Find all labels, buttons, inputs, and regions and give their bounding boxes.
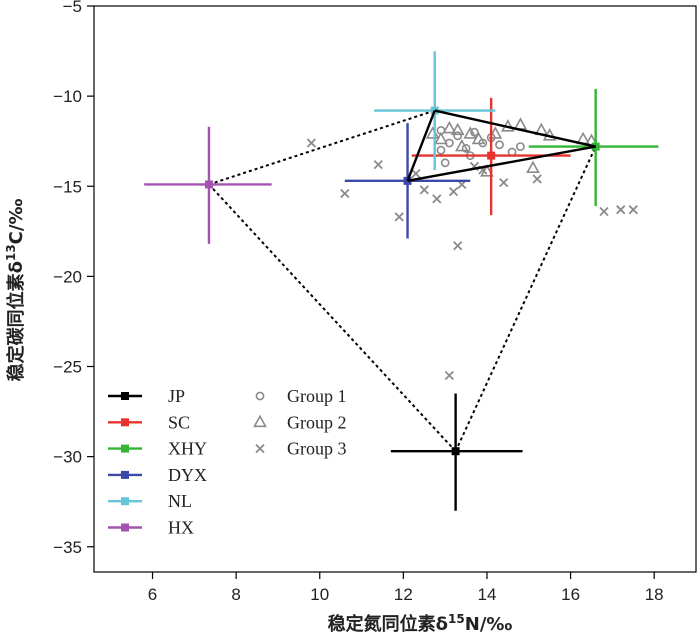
consumer-point [461, 144, 471, 153]
cross-stroke [599, 206, 609, 217]
cross-stroke [255, 443, 265, 454]
mixing-lines [208, 109, 597, 452]
legend-swatch [121, 497, 129, 506]
legend-label: NL [168, 491, 192, 511]
consumer-point [628, 205, 638, 215]
legend: JP SC XHY DYX NL HX Group 1 Group 2 Group 3 [108, 386, 347, 538]
consumer-point [448, 187, 459, 197]
y-tick-label: −35 [53, 538, 82, 557]
consumer-point [436, 145, 446, 155]
cross-stroke [444, 370, 454, 381]
consumer-point [453, 131, 463, 141]
legend-marker [253, 414, 267, 428]
consumer-point [488, 126, 503, 139]
consumer-point [599, 206, 609, 217]
consumer-point [340, 188, 350, 199]
legend-label: HX [168, 518, 194, 538]
y-tick-label: −30 [53, 448, 82, 467]
consumer-point [440, 158, 450, 168]
cross-stroke [419, 185, 429, 195]
plot-frame [93, 5, 697, 573]
cross-stroke [628, 205, 638, 215]
consumer-point [455, 138, 469, 152]
consumer-point [419, 185, 429, 195]
consumer-point [444, 370, 454, 381]
cross-stroke [616, 205, 626, 215]
legend-swatch [121, 392, 129, 400]
axis-ticks: 6 8 10 12 14 16 18 −35 −30 −25 −20 −15 −10 −5 [53, 0, 663, 604]
y-tick-label: −20 [53, 267, 82, 286]
legend-label: JP [168, 386, 185, 406]
legend-label: XHY [168, 439, 207, 459]
y-tick-label: −5 [63, 0, 82, 16]
x-tick-label: 10 [310, 585, 329, 604]
x-tick-label: 18 [645, 585, 664, 604]
consumer-points [306, 117, 638, 381]
legend-swatch [121, 470, 129, 479]
cross-stroke [453, 241, 463, 251]
consumer-point [411, 169, 421, 179]
legend-label: SC [168, 412, 190, 432]
source-marker [487, 151, 496, 160]
legend-label: Group 2 [287, 412, 347, 432]
y-tick-label: −25 [53, 358, 82, 377]
legend-marker [255, 391, 265, 401]
x-tick-label: 6 [148, 585, 157, 604]
consumer-point [432, 194, 442, 204]
consumer-point [516, 142, 525, 151]
legend-swatch [121, 523, 129, 532]
x-tick-label: 12 [394, 585, 413, 604]
y-tick-label: −15 [53, 177, 82, 196]
x-axis-title: 稳定氮同位素δ15N/‰ [328, 612, 513, 635]
consumer-point [453, 241, 463, 251]
mixing-line-solid [407, 145, 596, 183]
consumer-point [532, 174, 542, 184]
consumer-point [526, 160, 540, 174]
y-tick-label: −10 [53, 87, 82, 106]
consumer-point [463, 126, 478, 139]
consumer-point [495, 140, 504, 150]
mixing-line-solid [434, 109, 596, 148]
cross-stroke [448, 187, 459, 197]
cross-stroke [394, 212, 404, 222]
legend-marker [255, 443, 265, 454]
source-marker [204, 180, 213, 189]
consumer-point [499, 178, 509, 188]
consumer-point [394, 212, 404, 222]
source-errorbars [144, 51, 659, 511]
legend-label: DYX [168, 465, 207, 485]
consumer-point [513, 117, 528, 130]
consumer-point [434, 131, 448, 145]
cross-stroke [532, 174, 542, 184]
legend-label: Group 3 [287, 439, 347, 459]
y-axis-title: 稳定碳同位素δ13C/‰ [4, 199, 27, 382]
legend-swatch [121, 444, 129, 453]
consumer-point [373, 159, 383, 170]
mixing-line-dashed [454, 146, 597, 452]
x-tick-label: 14 [478, 585, 497, 604]
source-marker [451, 447, 460, 456]
cross-stroke [306, 138, 317, 148]
mixing-line-solid [406, 110, 436, 182]
legend-swatch [121, 418, 129, 427]
consumer-point [616, 205, 626, 215]
consumer-point [450, 122, 465, 136]
mixing-line-dashed [208, 183, 457, 452]
legend-label: Group 1 [287, 386, 347, 406]
consumer-point [425, 126, 440, 139]
cross-stroke [432, 194, 442, 204]
mixing-line-dashed [208, 109, 436, 186]
cross-stroke [373, 159, 383, 170]
cross-stroke [499, 178, 509, 188]
cross-stroke [411, 169, 421, 179]
x-tick-label: 8 [231, 585, 240, 604]
consumer-point [442, 120, 457, 134]
x-tick-label: 16 [561, 585, 580, 604]
consumer-point [471, 131, 486, 145]
consumer-point [306, 138, 317, 148]
cross-stroke [340, 188, 350, 199]
